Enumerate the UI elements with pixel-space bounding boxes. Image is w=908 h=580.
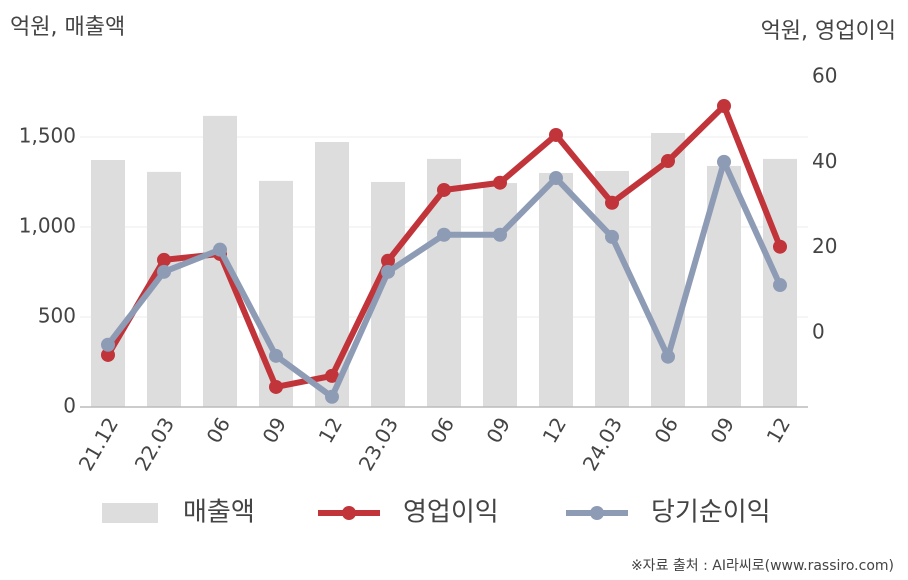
bar	[595, 170, 629, 407]
marker	[325, 368, 339, 383]
y2-axis-label: 억원, 영업이익	[761, 19, 896, 44]
marker	[549, 171, 563, 186]
y2-tick-label: 20	[812, 234, 837, 258]
x-tick-label: 06	[202, 413, 236, 447]
marker	[605, 229, 619, 244]
legend-swatch	[102, 503, 158, 523]
marker	[381, 264, 395, 279]
y-tick-label: 500	[38, 303, 76, 327]
marker	[773, 278, 787, 293]
x-tick-label: 12	[762, 413, 796, 447]
bar	[259, 180, 293, 407]
x-tick-label: 09	[706, 413, 740, 447]
y-tick-label: 0	[63, 394, 76, 418]
marker	[213, 242, 227, 257]
legend-label: 영업이익	[403, 498, 499, 528]
bar	[483, 183, 517, 407]
legend-marker	[590, 506, 604, 520]
marker	[269, 348, 283, 363]
y2-tick-label: 0	[812, 319, 825, 343]
marker	[661, 153, 675, 168]
x-tick-label: 22.03	[130, 413, 179, 475]
marker	[493, 227, 507, 242]
y-tick-label: 1,000	[19, 213, 76, 237]
marker	[437, 227, 451, 242]
x-tick-label: 09	[482, 413, 516, 447]
marker	[773, 239, 787, 254]
x-tick-label: 12	[314, 413, 348, 447]
marker	[157, 264, 171, 279]
marker	[381, 253, 395, 268]
x-tick-label: 21.12	[74, 413, 123, 475]
marker	[437, 182, 451, 197]
marker	[717, 154, 731, 169]
x-tick-label: 06	[650, 413, 684, 447]
marker	[101, 347, 115, 362]
legend-label: 매출액	[183, 498, 255, 528]
bar	[315, 141, 349, 407]
marker	[157, 252, 171, 267]
bar	[539, 172, 573, 407]
marker	[661, 349, 675, 364]
legend-label: 당기순이익	[651, 498, 771, 528]
marker	[493, 175, 507, 190]
y-axis-label: 억원, 매출액	[10, 15, 125, 40]
marker	[717, 98, 731, 113]
x-tick-label: 06	[426, 413, 460, 447]
bar	[91, 159, 125, 407]
marker	[101, 337, 115, 352]
x-tick-label: 09	[258, 413, 292, 447]
x-tick-label: 12	[538, 413, 572, 447]
marker	[549, 127, 563, 142]
y2-tick-label: 40	[812, 149, 837, 173]
bar	[651, 132, 685, 407]
marker	[325, 389, 339, 404]
x-tick-label: 24.03	[578, 413, 627, 475]
y-tick-label: 1,500	[19, 123, 76, 147]
marker	[269, 379, 283, 394]
x-tick-label: 23.03	[354, 413, 403, 475]
y2-tick-label: 60	[812, 64, 837, 88]
source: ※자료 출처 : AI라씨로(www.rassiro.com)	[631, 558, 894, 574]
marker	[605, 195, 619, 210]
legend-marker	[342, 506, 356, 520]
